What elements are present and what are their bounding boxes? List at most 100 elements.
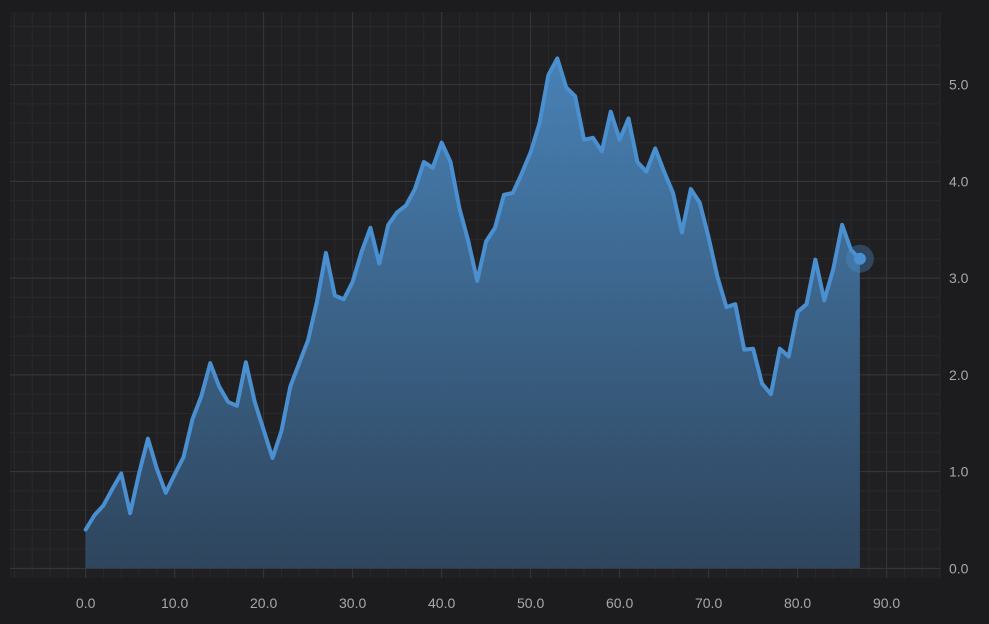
data-point [493, 226, 497, 230]
data-point [217, 384, 221, 388]
data-point [618, 138, 622, 142]
data-point [600, 149, 604, 153]
data-point [662, 170, 666, 174]
data-point [271, 456, 275, 460]
data-point [377, 262, 381, 266]
data-point [253, 400, 257, 404]
y-tick-label: 0.0 [949, 560, 969, 576]
data-point [716, 275, 720, 279]
data-point [333, 293, 337, 297]
data-point [457, 206, 461, 210]
data-point [244, 360, 248, 364]
data-point [208, 361, 212, 365]
highlight-dot [853, 252, 866, 265]
data-point [805, 302, 809, 306]
data-point [591, 136, 595, 140]
data-point [555, 56, 559, 60]
data-point [653, 146, 657, 150]
data-point [413, 187, 417, 191]
data-point [582, 138, 586, 142]
data-point [297, 361, 301, 365]
data-point [689, 187, 693, 191]
y-tick-label: 4.0 [949, 173, 969, 189]
data-point [449, 160, 453, 164]
data-point [155, 467, 159, 471]
x-tick-label: 40.0 [428, 595, 455, 611]
data-point [306, 338, 310, 342]
data-point [502, 193, 506, 197]
data-point [279, 429, 283, 433]
data-point [431, 166, 435, 170]
data-point [182, 455, 186, 459]
data-point [190, 417, 194, 421]
data-point [538, 121, 542, 125]
data-point [698, 201, 702, 205]
data-point [840, 223, 844, 227]
data-point [93, 513, 97, 517]
data-point [733, 302, 737, 306]
data-point [564, 85, 568, 89]
x-tick-label: 30.0 [339, 595, 366, 611]
data-point [440, 141, 444, 145]
data-point [707, 235, 711, 239]
data-point [128, 511, 132, 515]
data-point [742, 348, 746, 352]
x-tick-label: 90.0 [873, 595, 900, 611]
data-point [164, 491, 168, 495]
data-point [796, 310, 800, 314]
data-point [751, 347, 755, 351]
data-point [769, 392, 773, 396]
data-point [546, 73, 550, 77]
data-point [395, 210, 399, 214]
data-point [466, 239, 470, 243]
data-point [671, 191, 675, 195]
data-point [173, 472, 177, 476]
data-point [760, 382, 764, 386]
x-tick-label: 20.0 [250, 595, 277, 611]
data-point [813, 258, 817, 262]
data-point [199, 394, 203, 398]
series-line [83, 56, 862, 532]
data-point [831, 267, 835, 271]
data-point [609, 110, 613, 114]
y-tick-label: 5.0 [949, 77, 969, 93]
data-point [386, 223, 390, 227]
data-point [119, 472, 123, 476]
data-point [324, 251, 328, 255]
data-point [422, 160, 426, 164]
data-point [110, 487, 114, 491]
y-tick-label: 1.0 [949, 464, 969, 480]
data-point [315, 299, 319, 303]
y-tick-label: 2.0 [949, 367, 969, 383]
data-point [342, 297, 346, 301]
y-tick-label: 3.0 [949, 270, 969, 286]
data-point [137, 472, 141, 476]
data-point [529, 150, 533, 154]
data-point [787, 354, 791, 358]
y-axis: 0.0 1.0 2.0 3.0 4.0 5.0 [949, 77, 969, 577]
x-axis: 0.0 10.0 20.0 30.0 40.0 50.0 60.0 70.0 80.0 90.0 [76, 595, 901, 611]
data-point [146, 437, 150, 441]
data-point [778, 347, 782, 351]
data-point [262, 428, 266, 432]
data-point [724, 305, 728, 309]
x-tick-label: 80.0 [784, 595, 811, 611]
data-point [351, 280, 355, 284]
x-tick-label: 10.0 [161, 595, 188, 611]
data-point [680, 231, 684, 235]
data-point [484, 239, 488, 243]
data-point [627, 116, 631, 120]
data-point [644, 170, 648, 174]
data-point [573, 94, 577, 98]
x-tick-label: 50.0 [517, 595, 544, 611]
data-point [101, 503, 105, 507]
x-tick-label: 70.0 [695, 595, 722, 611]
data-point [511, 191, 515, 195]
data-point [360, 250, 364, 254]
data-point [520, 172, 524, 176]
x-tick-label: 0.0 [76, 595, 96, 611]
data-point [368, 226, 372, 230]
data-point [288, 384, 292, 388]
